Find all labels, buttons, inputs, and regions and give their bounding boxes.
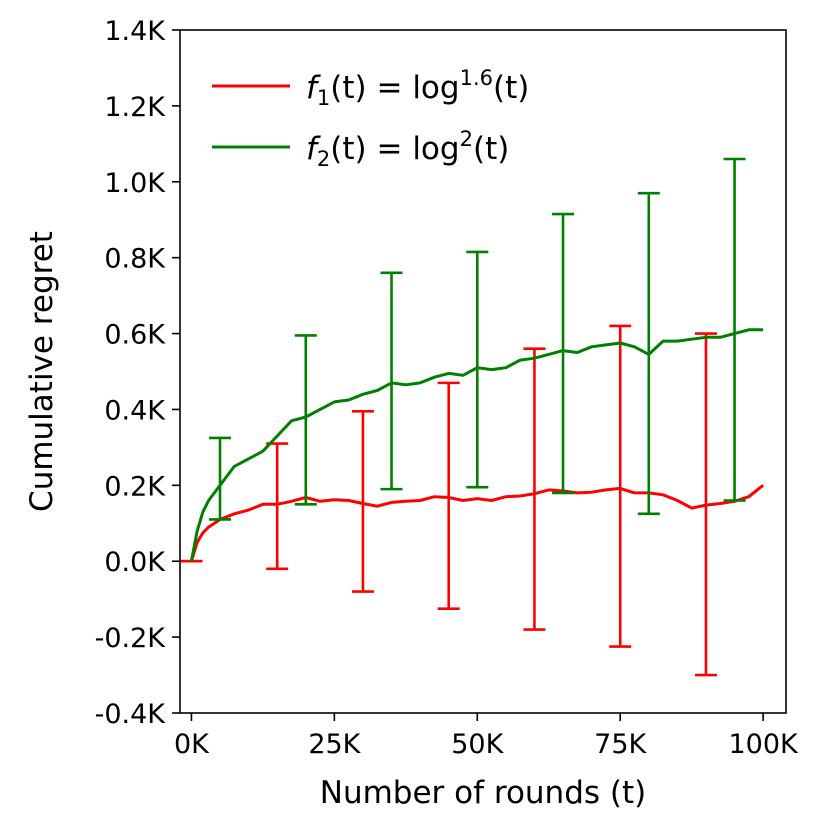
series-f2	[189, 157, 764, 562]
y-tick-label: -0.2K	[95, 623, 167, 654]
legend: f1(t) = log1.6(t) f2(t) = log2(t)	[212, 66, 529, 171]
legend-item-f1: f1(t) = log1.6(t)	[212, 66, 529, 110]
y-tick-label: 1.0K	[104, 168, 166, 199]
series-line-f1	[189, 484, 765, 562]
series-f1	[180, 324, 765, 677]
y-axis: -0.4K -0.2K 0.0K 0.2K 0.4K 0.6K 0.8K 1.0K 1.2K 1.…	[95, 16, 180, 730]
error-bar	[294, 334, 317, 506]
legend-item-f2: f2(t) = log2(t)	[212, 127, 509, 171]
error-bar	[523, 347, 546, 631]
error-bar	[380, 271, 403, 491]
y-tick-label: 0.8K	[104, 244, 166, 275]
y-tick-label: -0.4K	[95, 699, 167, 730]
y-tick-label: 0.6K	[104, 320, 166, 351]
x-axis-label: Number of rounds (t)	[320, 775, 646, 811]
y-tick-label: 0.2K	[104, 471, 166, 502]
error-bar	[552, 212, 575, 495]
error-bar	[466, 250, 489, 489]
plot-frame	[179, 29, 787, 714]
x-tick-label: 50K	[451, 729, 504, 760]
x-tick-label: 75K	[594, 729, 647, 760]
x-axis: 0K 25K 50K 75K 100K	[174, 713, 799, 760]
error-bar	[209, 436, 232, 521]
series-layer	[180, 157, 765, 677]
x-tick-label: 0K	[174, 729, 210, 760]
y-axis-label: Cumulative regret	[24, 231, 60, 512]
error-bar	[266, 442, 289, 571]
legend-label: f1(t) = log1.6(t)	[306, 66, 529, 110]
y-tick-label: 0.4K	[104, 395, 166, 426]
y-tick-label: 1.2K	[104, 92, 166, 123]
y-tick-label: 1.4K	[104, 16, 166, 47]
error-bar	[351, 410, 374, 593]
error-bar	[437, 381, 460, 610]
y-tick-label: 0.0K	[104, 547, 166, 578]
error-bar	[609, 324, 632, 648]
legend-label: f2(t) = log2(t)	[306, 127, 509, 171]
series-line-f2	[189, 328, 764, 562]
x-tick-label: 25K	[308, 729, 361, 760]
error-bar	[723, 157, 746, 502]
x-tick-label: 100K	[729, 729, 800, 760]
